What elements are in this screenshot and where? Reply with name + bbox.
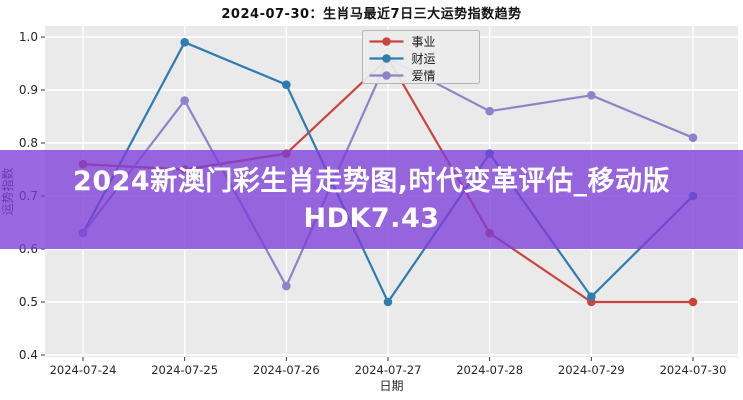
watermark-overlay: 2024新澳门彩生肖走势图,时代变革评估_移动版 HDK7.43 [0,150,743,249]
legend-label-wealth: 财运 [412,52,436,66]
x-axis-title: 日期 [379,379,403,393]
y-tick-label: 0.9 [19,83,38,97]
data-point-wealth-2 [282,80,291,89]
x-tick-label: 2024-07-28 [456,363,523,377]
data-point-wealth-3 [383,297,393,307]
x-tick-label: 2024-07-25 [151,363,218,377]
data-point-wealth-1 [180,38,189,47]
legend-label-career: 事业 [412,35,436,49]
watermark-text-line1: 2024新澳门彩生肖走势图,时代变革评估_移动版 [73,165,670,197]
data-point-wealth-5 [587,292,596,302]
x-tick-label: 2024-07-26 [253,363,320,377]
x-tick-label: 2024-07-30 [660,363,727,377]
legend-swatch-marker-wealth [382,54,391,63]
data-point-love-1 [180,96,189,105]
x-tick-label: 2024-07-29 [558,363,625,377]
y-tick-label: 1.0 [19,30,38,44]
legend-box [362,30,480,84]
legend-label-love: 爱情 [412,69,436,83]
chart-title: 2024-07-30：生肖马最近7日三大运势指数趋势 [221,7,522,22]
data-point-love-5 [587,91,596,100]
y-tick-label: 0.4 [19,348,38,362]
x-tick-label: 2024-07-27 [355,363,422,377]
legend-swatch-marker-love [382,71,391,80]
watermark-text-line2: HDK7.43 [303,202,440,234]
data-point-career-6 [688,297,698,307]
data-point-love-4 [485,106,494,116]
data-point-love-2 [282,281,291,291]
x-tick-label: 2024-07-24 [50,363,117,377]
y-tick-label: 0.5 [19,295,38,309]
y-tick-label: 0.8 [19,136,38,150]
data-point-love-6 [688,133,698,142]
legend-swatch-marker-career [382,37,391,46]
